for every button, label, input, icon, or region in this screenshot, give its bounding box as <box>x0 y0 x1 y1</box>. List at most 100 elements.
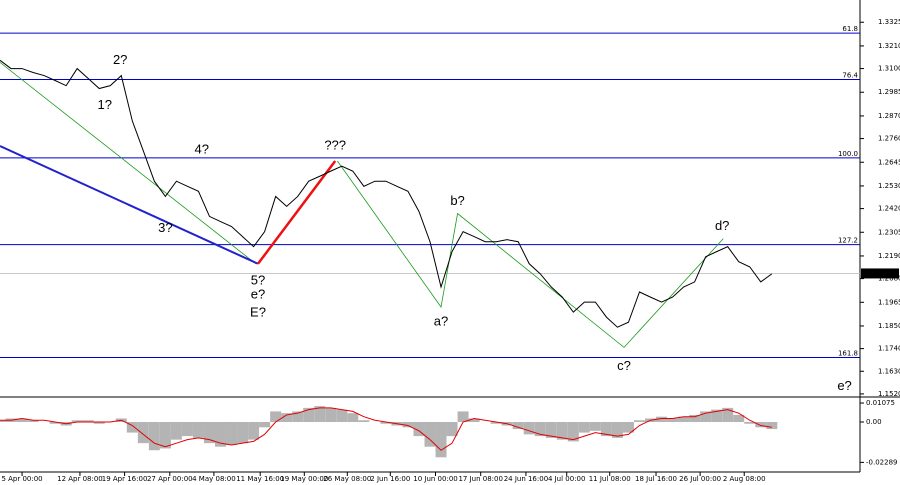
signal-line <box>0 407 772 451</box>
x-tick-label: 2 Jun 16:00 <box>370 475 410 483</box>
wave-line <box>257 160 337 265</box>
histogram-bar <box>336 409 348 422</box>
y-tick-label: 1.2870 <box>878 112 900 120</box>
y-tick-label: 1.3210 <box>878 42 900 50</box>
histogram-bar <box>325 407 337 422</box>
y-tick-label: 1.2420 <box>878 205 900 213</box>
histogram-bar <box>93 422 105 424</box>
x-tick-label: 19 May 00:00 <box>280 475 328 483</box>
histogram-bar <box>137 422 149 444</box>
histogram-bar <box>170 422 182 440</box>
histogram-bar <box>347 413 359 422</box>
x-tick-label: 18 Jul 16:00 <box>635 475 677 483</box>
histogram-bar <box>292 411 304 422</box>
histogram-bar <box>358 420 370 422</box>
histogram-bar <box>711 409 723 422</box>
histogram-bar <box>413 422 425 437</box>
histogram-bar <box>689 414 701 422</box>
x-tick-label: 27 Apr 00:00 <box>147 475 193 483</box>
histogram-bar <box>600 422 612 437</box>
y-tick-label: 1.2645 <box>878 158 900 166</box>
wave-label: 2? <box>113 52 127 67</box>
y-tick-label: 1.3100 <box>878 65 900 73</box>
x-tick-label: 4 May 08:00 <box>192 475 236 483</box>
histogram-bar <box>722 407 734 422</box>
histogram-bar <box>192 422 204 438</box>
wave-line <box>337 160 724 348</box>
x-tick-label: 19 Apr 16:00 <box>102 475 148 483</box>
histogram-bar <box>468 418 480 422</box>
histogram-bar <box>380 422 392 424</box>
histogram-bar <box>667 418 679 422</box>
histogram-bar <box>589 422 601 431</box>
histogram-bar <box>545 422 557 438</box>
y-tick-label: 1.2985 <box>878 88 900 96</box>
wave-label: b? <box>450 193 464 208</box>
histogram-bar <box>457 411 469 422</box>
histogram-bar <box>314 406 326 422</box>
x-tick-label: 26 Jul 00:00 <box>679 475 721 483</box>
x-tick-label: 10 Jun 00:00 <box>413 475 457 483</box>
x-tick-label: 11 May 16:00 <box>236 475 284 483</box>
x-tick-label: 5 Apr 00:00 <box>1 475 42 483</box>
y-tick-label: 1.3325 <box>878 18 900 26</box>
histogram-bar <box>82 420 94 422</box>
last-price-label: 1.2105 <box>874 269 899 277</box>
y-tick-label: 1.1520 <box>878 390 900 398</box>
wave-label: d? <box>715 218 729 233</box>
y-tick-label: 1.1740 <box>878 345 900 353</box>
x-tick-label: 17 Jun 08:00 <box>458 475 502 483</box>
y-tick-label: 1.1965 <box>878 298 900 306</box>
histogram-bar <box>766 422 778 430</box>
last-price-box <box>861 268 899 279</box>
histogram-bar <box>49 422 61 424</box>
y-tick-label: 0.01075 <box>866 399 895 407</box>
histogram-bar <box>259 422 271 428</box>
histogram-bar <box>270 411 282 422</box>
wave-label: 4? <box>195 142 209 157</box>
y-tick-label: 1.1630 <box>878 367 900 375</box>
x-tick-label: 24 Jun 16:00 <box>504 475 548 483</box>
y-tick-label: 1.2760 <box>878 135 900 143</box>
wave-label: e? <box>251 287 265 302</box>
wave-label: E? <box>250 305 266 320</box>
histogram-bar <box>126 422 138 433</box>
wave-label: 1? <box>98 97 112 112</box>
histogram-bar <box>534 422 546 437</box>
histogram-bar <box>181 422 193 437</box>
histogram-bar <box>27 420 39 422</box>
histogram-bar <box>622 422 634 433</box>
histogram-bar <box>226 422 238 445</box>
fib-level-label: 161.8 <box>838 349 858 357</box>
histogram-bar <box>159 422 171 449</box>
histogram-bar <box>148 422 160 451</box>
histogram-bar <box>237 422 249 444</box>
histogram-bar <box>678 416 690 422</box>
wave-label: ??? <box>324 137 346 152</box>
y-tick-label: -0.02289 <box>866 458 897 466</box>
price-line <box>0 59 773 328</box>
x-tick-label: 11 Jul 08:00 <box>589 475 631 483</box>
histogram-bar <box>578 422 590 433</box>
histogram-bar <box>215 422 227 447</box>
histogram-bar <box>744 422 756 424</box>
histogram-bar <box>281 413 293 422</box>
histogram-bar <box>490 422 502 424</box>
histogram-bar <box>424 422 436 447</box>
histogram-bar <box>446 422 458 437</box>
wave-label: a? <box>434 314 448 329</box>
histogram-bar <box>303 407 315 422</box>
histogram-bar <box>733 414 745 422</box>
histogram-bar <box>611 422 623 438</box>
y-tick-label: 1.2530 <box>878 182 900 190</box>
histogram-bar <box>633 420 645 422</box>
wave-label: 3? <box>158 220 172 235</box>
fib-level-label: 76.4 <box>842 71 858 79</box>
fib-level-label: 61.8 <box>842 25 858 33</box>
x-tick-label: 2 Aug 08:00 <box>723 475 766 483</box>
histogram-bar <box>523 422 535 435</box>
histogram-bar <box>435 422 447 458</box>
fib-level-label: 127.2 <box>838 237 858 245</box>
